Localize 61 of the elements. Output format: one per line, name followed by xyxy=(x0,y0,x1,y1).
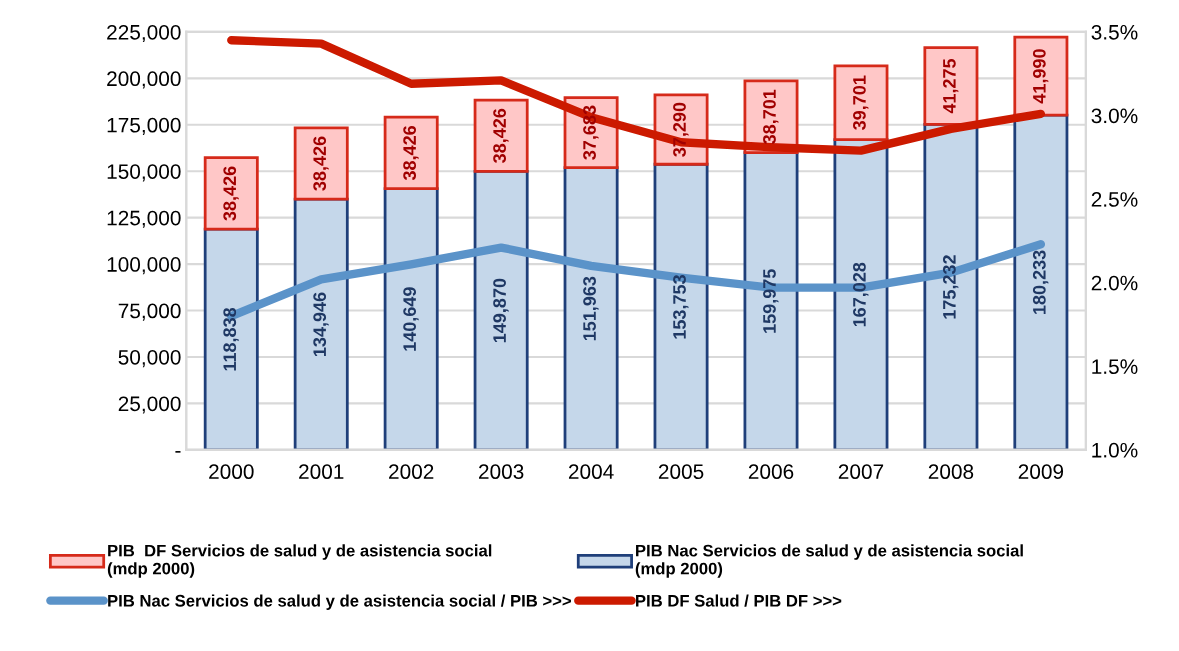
data-label: 38,426 xyxy=(403,125,419,181)
data-label: 180,233 xyxy=(1032,250,1049,314)
y-tick-label: 75,000 xyxy=(118,303,181,321)
x-tick-label: 2005 xyxy=(658,464,704,480)
data-label: 41,990 xyxy=(1032,49,1049,104)
data-label: 167,028 xyxy=(853,262,869,327)
data-label: 153,753 xyxy=(673,275,689,339)
y2-tick-label: 1.0% xyxy=(1092,442,1138,458)
x-tick-label: 2009 xyxy=(1018,464,1064,480)
bar xyxy=(203,227,259,450)
y-tick-label: 175,000 xyxy=(107,117,181,135)
bar xyxy=(833,138,889,450)
bar xyxy=(293,126,349,201)
y2-tick-label: 2.0% xyxy=(1091,275,1138,291)
data-label: 149,870 xyxy=(493,278,509,343)
data-label: 38,426 xyxy=(493,108,509,163)
bar xyxy=(473,170,529,450)
legend-label: PIB Nac Servicios de salud y de asistencia social / PIB >>> xyxy=(108,594,571,610)
x-tick-label: 2002 xyxy=(389,464,434,480)
x-tick-label: 2004 xyxy=(568,464,614,480)
x-tick-label: 2007 xyxy=(838,464,884,480)
y-tick-label: 100,000 xyxy=(107,257,181,275)
data-label: 175,232 xyxy=(942,255,959,319)
bar xyxy=(473,98,529,173)
data-label: 118,838 xyxy=(223,307,239,371)
data-label: 38,426 xyxy=(223,166,239,221)
y2-tick-label: 1.5% xyxy=(1092,359,1138,375)
bar xyxy=(383,187,439,450)
bar xyxy=(833,64,889,141)
bar xyxy=(563,166,619,450)
bar xyxy=(203,156,259,231)
x-tick-label: 2000 xyxy=(209,464,254,480)
y-tick-label: 200,000 xyxy=(107,71,181,89)
data-label: 134,946 xyxy=(313,292,329,356)
data-label: 151,963 xyxy=(583,276,599,341)
y2-tick-label: 3.5% xyxy=(1091,24,1138,40)
data-label: 140,649 xyxy=(403,287,419,351)
y-tick-label: 225,000 xyxy=(107,24,181,43)
bar xyxy=(383,115,439,190)
y-tick-label: 25,000 xyxy=(118,396,181,414)
data-label: 39,701 xyxy=(853,75,869,130)
y-tick-label: 50,000 xyxy=(118,349,181,368)
data-label: 159,975 xyxy=(763,269,779,333)
y-tick-label: 125,000 xyxy=(107,210,181,228)
data-label: 38,701 xyxy=(763,89,779,144)
legend-label: PIB Nac Servicios de salud y de asistencia social (mdp 2000) xyxy=(635,544,1023,578)
legend-label: PIB DF Salud / PIB DF >>> xyxy=(636,594,842,607)
x-tick-label: 2008 xyxy=(928,464,974,480)
y2-tick-label: 2.5% xyxy=(1091,192,1138,207)
bar xyxy=(923,46,979,126)
bar xyxy=(1013,113,1069,450)
y-tick-label: - xyxy=(175,451,181,453)
y-tick-label: 150,000 xyxy=(107,164,181,182)
bar xyxy=(743,151,799,450)
data-label: 38,426 xyxy=(313,136,329,191)
y2-tick-label: 3.0% xyxy=(1091,108,1138,124)
legend-label: PIB DF Servicios de salud y de asistencia social (mdp 2000) xyxy=(107,544,492,578)
x-tick-label: 2003 xyxy=(479,464,524,480)
x-tick-label: 2001 xyxy=(299,464,344,480)
x-tick-label: 2006 xyxy=(748,464,794,480)
data-label: 41,275 xyxy=(942,58,959,114)
